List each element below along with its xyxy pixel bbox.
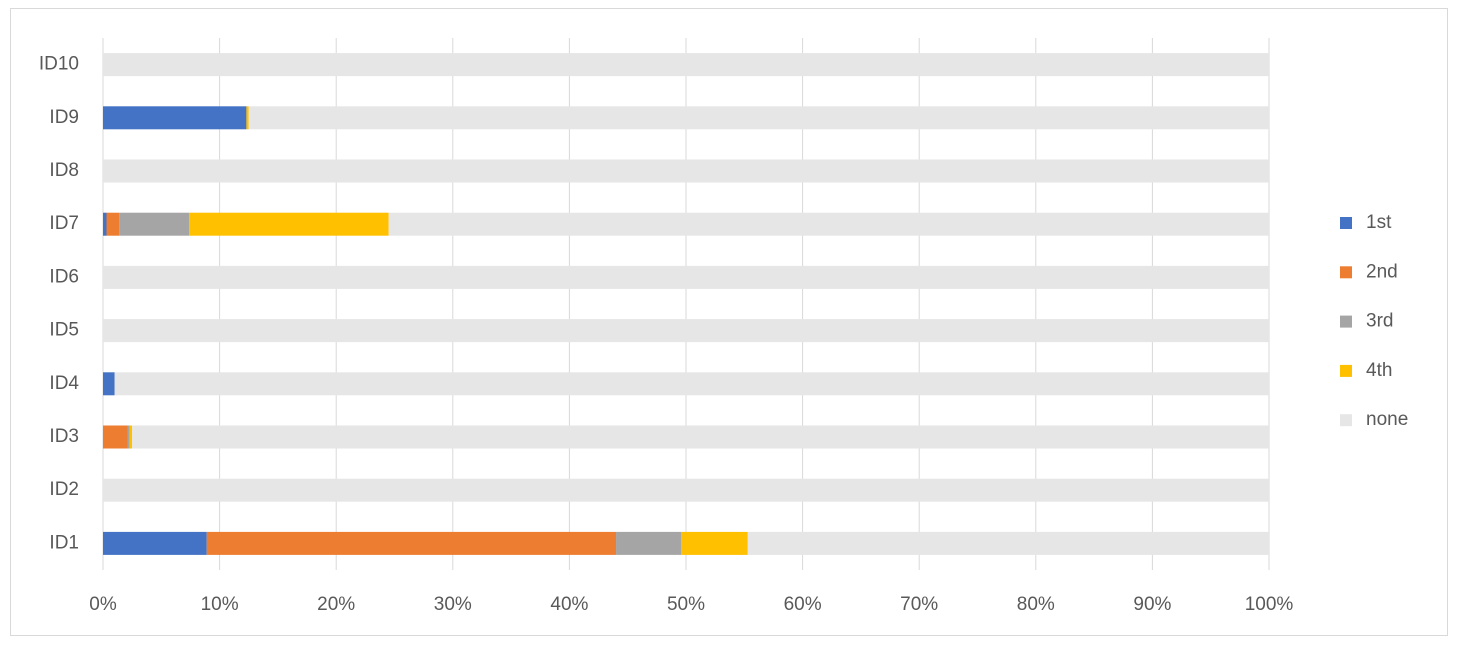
- y-tick-label: ID5: [49, 320, 79, 341]
- legend-swatch: [1340, 217, 1352, 229]
- bar-segment: [103, 531, 207, 555]
- legend-swatch: [1340, 414, 1352, 427]
- bar-segment: [189, 212, 389, 236]
- legend-label: none: [1366, 409, 1408, 430]
- legend-swatch: [1340, 266, 1352, 279]
- bar-segment: [103, 265, 1269, 289]
- bar-segment: [616, 531, 682, 555]
- bar-segment: [103, 425, 128, 449]
- bar-segment: [127, 425, 130, 449]
- x-tick-label: 40%: [550, 594, 588, 615]
- y-tick-label: ID1: [49, 532, 79, 553]
- bar-segment: [248, 106, 1269, 130]
- bar-segment: [206, 531, 617, 555]
- y-tick-label: ID2: [49, 479, 79, 500]
- legend-label: 1st: [1366, 212, 1392, 233]
- x-tick-label: 0%: [89, 594, 117, 615]
- bar-segment: [119, 212, 190, 236]
- x-tick-label: 70%: [900, 594, 938, 615]
- legend-swatch: [1340, 364, 1352, 377]
- bar-segment: [747, 531, 1269, 555]
- bar-segment: [103, 478, 1269, 502]
- legend-swatch: [1340, 315, 1352, 328]
- legend-label: 3rd: [1366, 311, 1393, 332]
- bar-segment: [388, 212, 1269, 236]
- legend-label: 2nd: [1366, 261, 1398, 282]
- bar-segment: [114, 372, 1269, 396]
- y-tick-label: ID10: [39, 54, 79, 75]
- x-tick-label: 30%: [434, 594, 472, 615]
- bar-segment: [103, 106, 247, 130]
- y-tick-label: ID6: [49, 266, 79, 287]
- x-tick-label: 90%: [1133, 594, 1171, 615]
- bar-segment: [129, 425, 133, 449]
- x-tick-label: 60%: [784, 594, 822, 615]
- x-tick-label: 20%: [317, 594, 355, 615]
- bar-segment: [106, 212, 120, 236]
- bar-segment: [103, 319, 1269, 343]
- bar-segment: [132, 425, 1269, 449]
- x-tick-label: 100%: [1245, 594, 1294, 615]
- y-tick-label: ID3: [49, 426, 79, 447]
- x-tick-label: 10%: [201, 594, 239, 615]
- y-tick-label: ID4: [49, 373, 79, 394]
- legend-label: 4th: [1366, 360, 1392, 381]
- bar-segment: [103, 372, 115, 396]
- bar-segment: [103, 159, 1269, 183]
- x-tick-label: 50%: [667, 594, 705, 615]
- bar-segment: [103, 53, 1269, 77]
- x-tick-label: 80%: [1017, 594, 1055, 615]
- y-tick-label: ID7: [49, 213, 79, 234]
- bar-segment: [246, 106, 249, 130]
- y-tick-label: ID8: [49, 160, 79, 181]
- bar-segment: [103, 212, 107, 236]
- bar-segment: [681, 531, 748, 555]
- y-tick-label: ID9: [49, 107, 79, 128]
